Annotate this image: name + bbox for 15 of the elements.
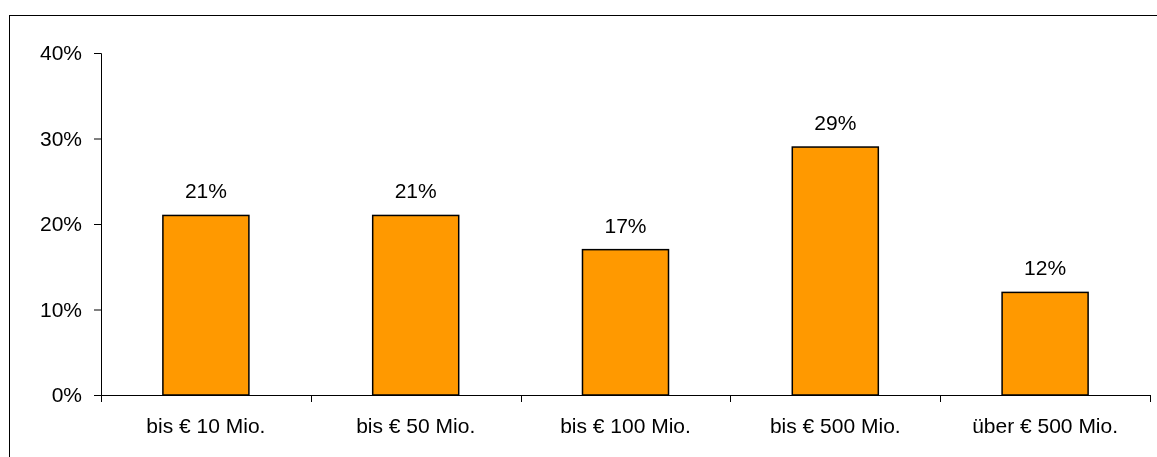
data-label: 21% bbox=[394, 179, 437, 203]
data-label: 17% bbox=[604, 213, 647, 237]
y-tick-label: 30% bbox=[39, 126, 82, 150]
y-tick-label: 0% bbox=[51, 383, 82, 407]
x-tick-label: über € 500 Mio. bbox=[972, 414, 1119, 437]
x-tick-label: bis € 100 Mio. bbox=[560, 414, 691, 437]
data-label: 12% bbox=[1024, 256, 1067, 280]
x-tick-label: bis € 10 Mio. bbox=[146, 414, 266, 437]
x-tick-label: bis € 500 Mio. bbox=[769, 414, 901, 437]
y-tick-label: 40% bbox=[39, 41, 82, 65]
y-tick-label: 10% bbox=[39, 297, 82, 321]
y-tick-label: 20% bbox=[39, 212, 82, 236]
data-label: 29% bbox=[814, 111, 857, 135]
x-tick-label: bis € 50 Mio. bbox=[356, 414, 476, 437]
data-label: 21% bbox=[184, 179, 227, 203]
